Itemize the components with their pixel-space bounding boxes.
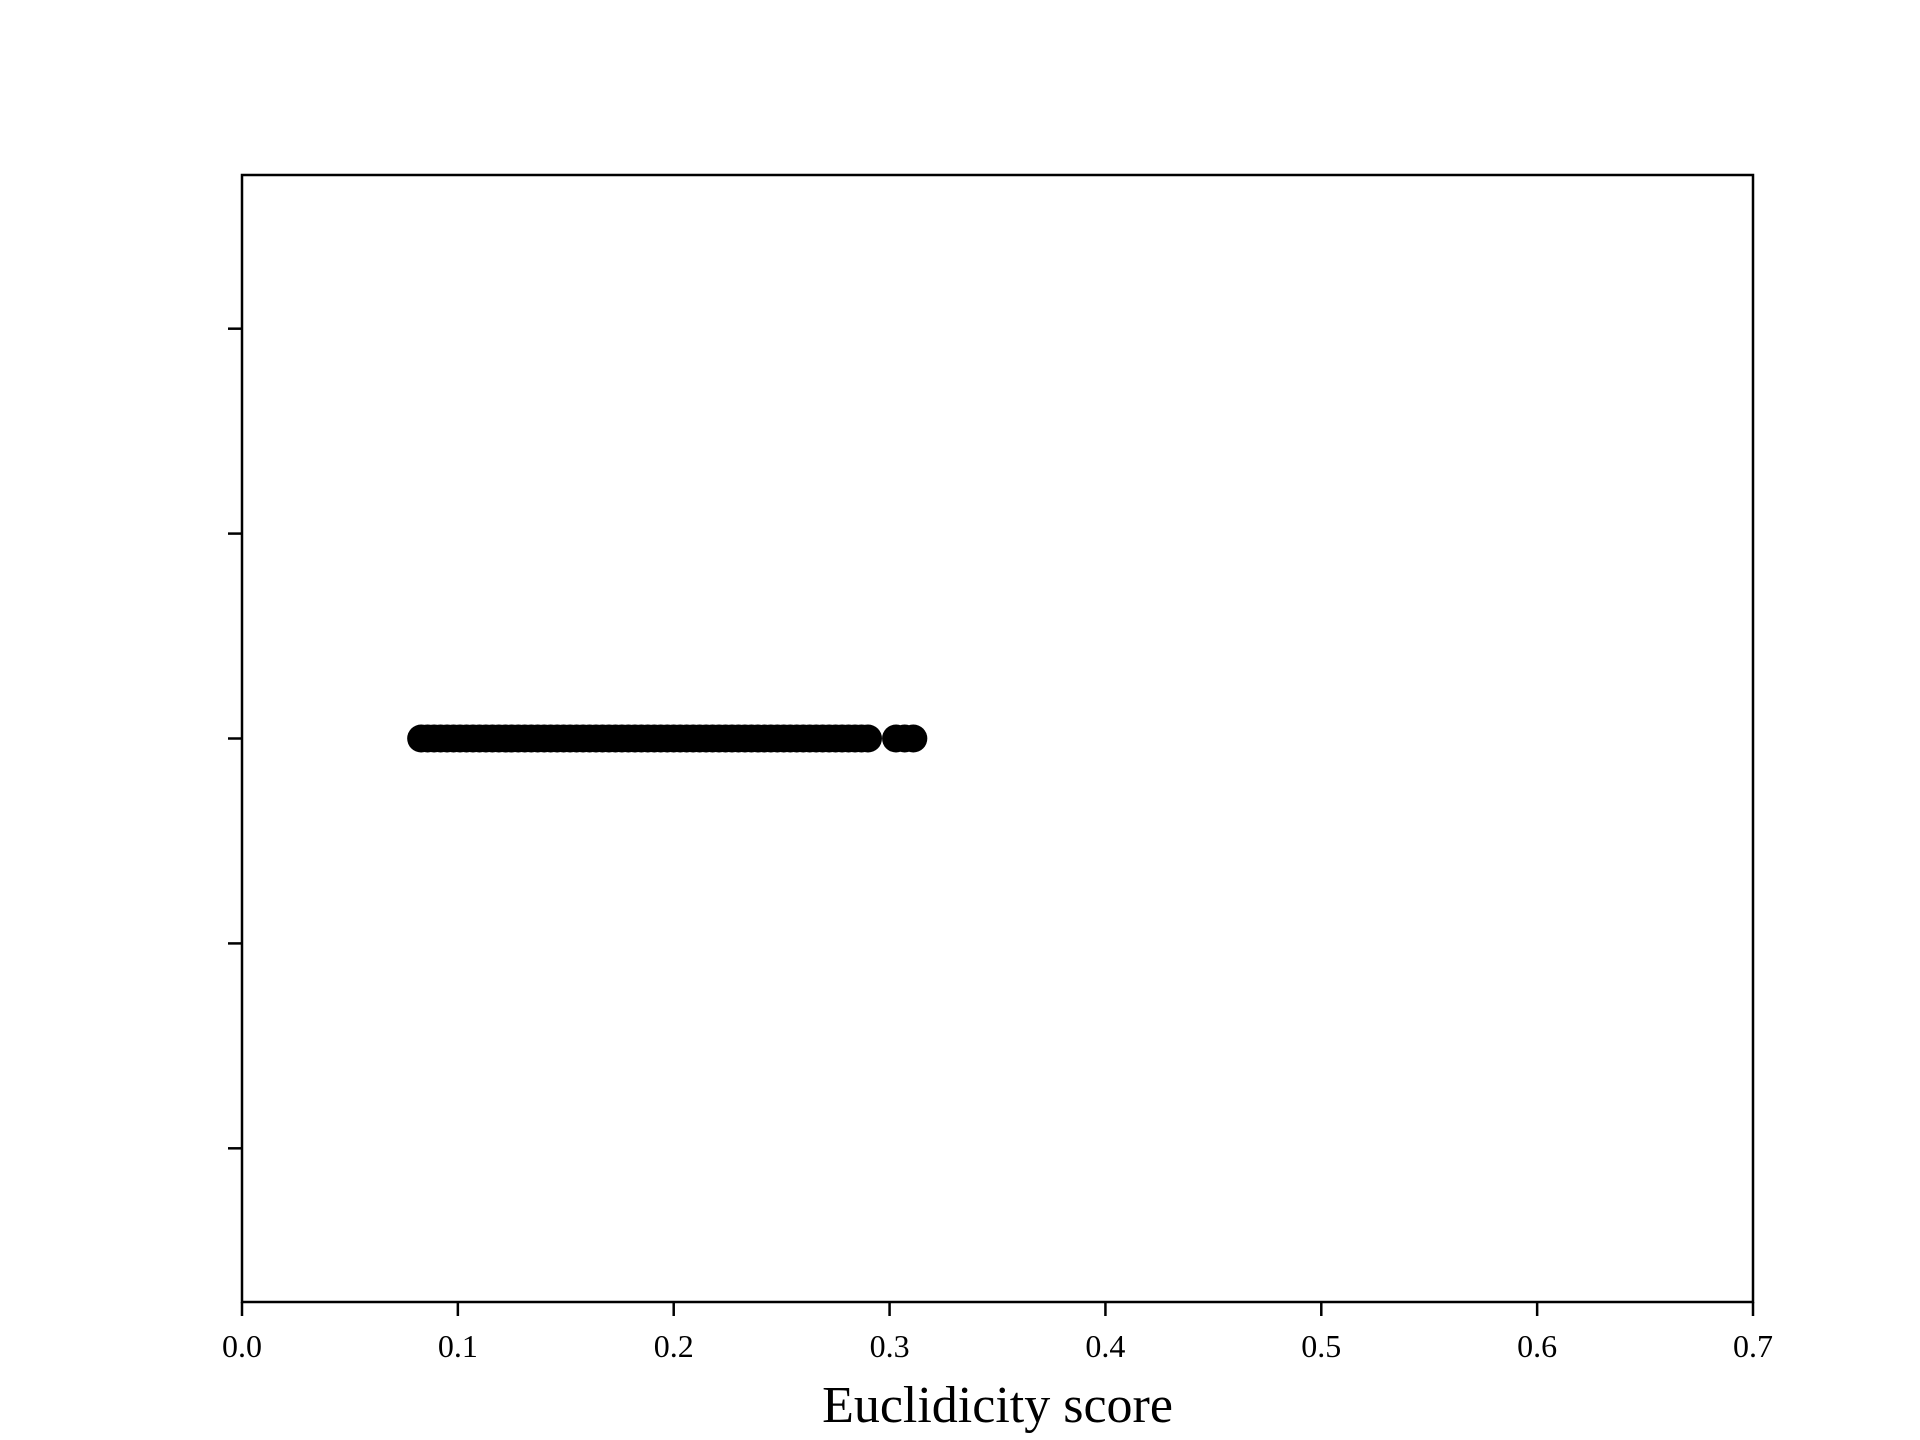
- x-tick-label: 0.6: [1517, 1328, 1557, 1364]
- x-tick-label: 0.4: [1085, 1328, 1125, 1364]
- x-tick-label: 0.5: [1301, 1328, 1341, 1364]
- x-tick-label: 0.0: [222, 1328, 262, 1364]
- y-axis-ticks: [228, 327, 242, 1150]
- data-points: [407, 724, 928, 753]
- data-point: [899, 724, 928, 753]
- x-tick-label: 0.3: [870, 1328, 910, 1364]
- data-point: [853, 724, 882, 753]
- x-axis-ticks: 0.0 0.1 0.2 0.3 0.4 0.5 0.6 0.7: [222, 1302, 1773, 1364]
- x-tick-label: 0.1: [438, 1328, 478, 1364]
- plot-area-frame: [240, 173, 1755, 1304]
- x-tick-label: 0.2: [654, 1328, 694, 1364]
- x-axis-label: Euclidicity score: [822, 1377, 1173, 1434]
- x-tick-label: 0.7: [1733, 1328, 1773, 1364]
